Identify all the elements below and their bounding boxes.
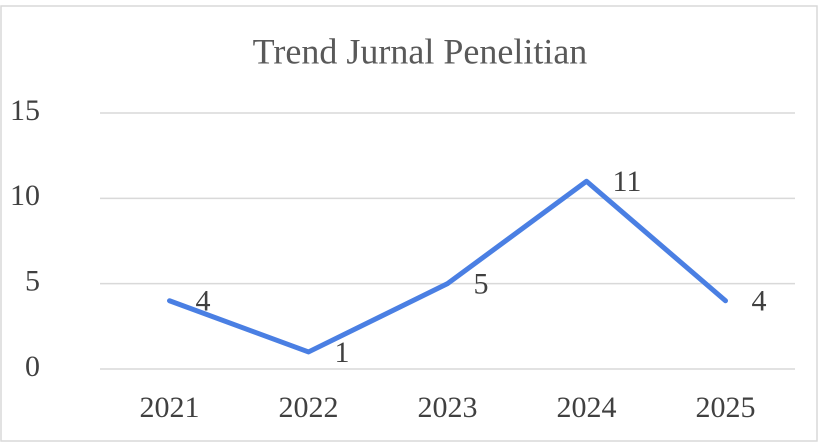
x-tick-label: 2023 bbox=[418, 391, 478, 424]
data-label: 11 bbox=[613, 165, 642, 198]
y-tick-label: 5 bbox=[25, 265, 40, 298]
line bbox=[167, 178, 728, 355]
x-tick-label: 2024 bbox=[557, 391, 617, 424]
y-tick-label: 0 bbox=[25, 350, 40, 383]
data-label: 4 bbox=[196, 285, 211, 318]
y-tick-label: 15 bbox=[10, 94, 40, 127]
chart-title: Trend Jurnal Penelitian bbox=[253, 31, 588, 71]
y-tick-label: 10 bbox=[10, 179, 40, 212]
x-tick-label: 2022 bbox=[279, 391, 339, 424]
data-label: 1 bbox=[335, 336, 350, 369]
data-label: 4 bbox=[752, 285, 767, 318]
x-tick-label: 2025 bbox=[696, 391, 756, 424]
data-label: 5 bbox=[474, 268, 489, 301]
x-tick-label: 2021 bbox=[140, 391, 200, 424]
